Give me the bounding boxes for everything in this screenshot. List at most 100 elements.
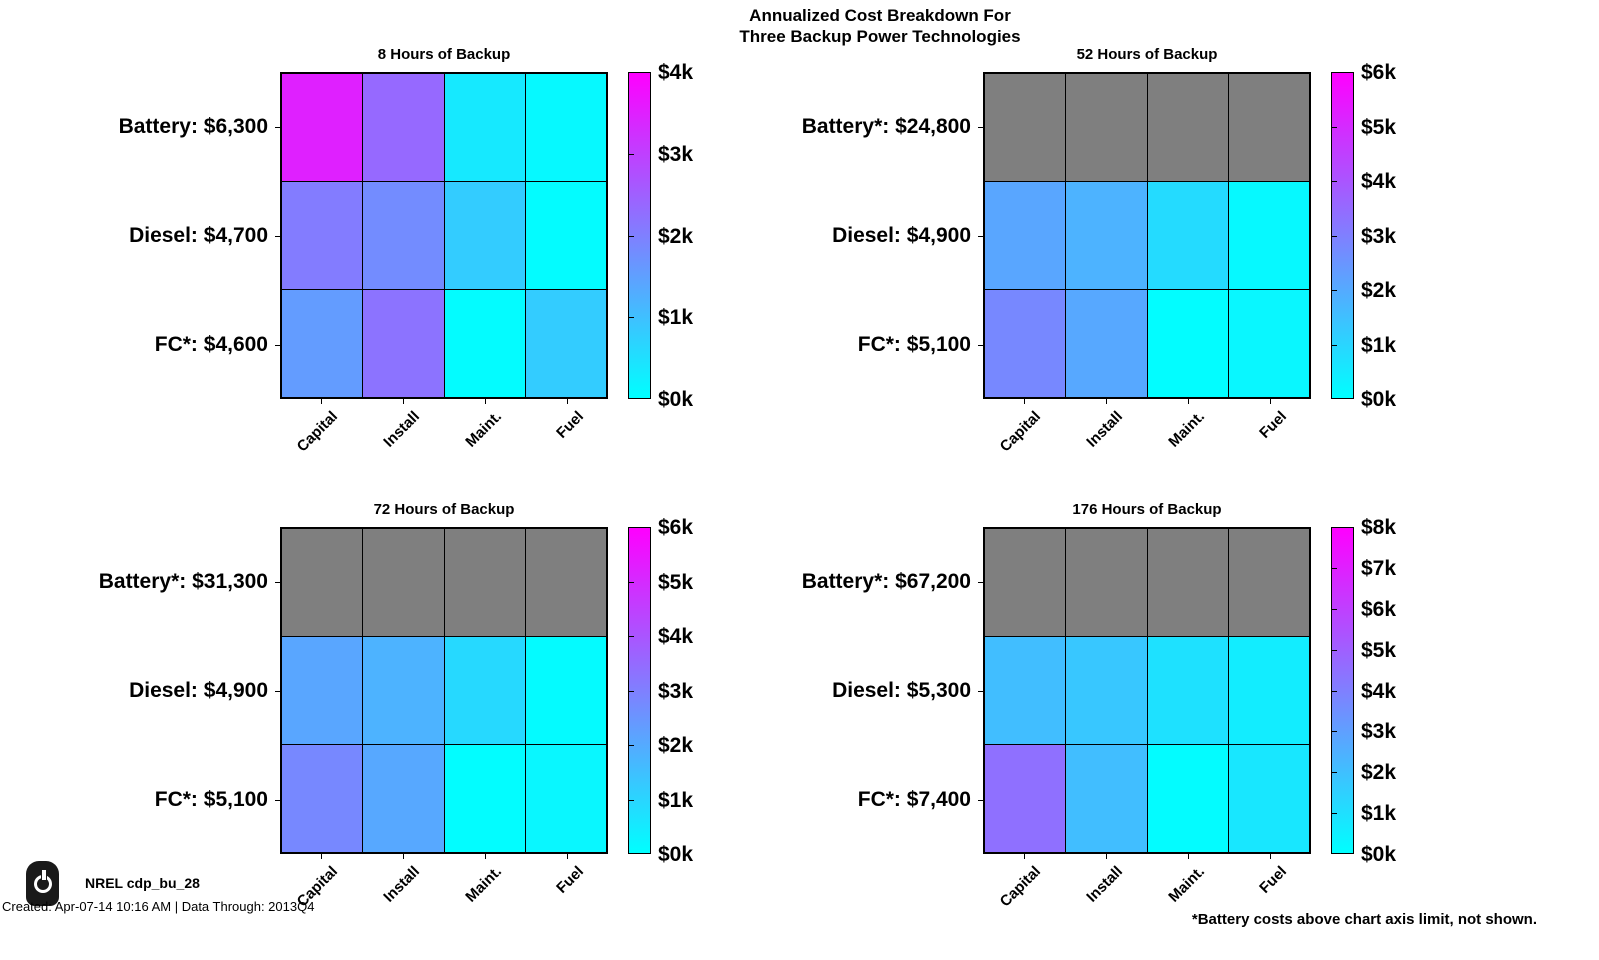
colorbar-tick-label: $3k <box>1361 720 1397 744</box>
y-axis-tick <box>275 235 280 237</box>
x-axis-tick <box>1106 399 1107 404</box>
x-axis-tick <box>485 399 486 404</box>
heatmap-cell <box>1066 74 1147 181</box>
heatmap-cell <box>1147 74 1228 181</box>
y-axis-tick <box>275 690 280 692</box>
colorbar-tick <box>1331 649 1337 651</box>
heatmap-cell <box>985 637 1066 744</box>
heatmap-cell <box>363 745 444 852</box>
y-axis-tick <box>275 799 280 801</box>
colorbar-tick <box>628 235 634 237</box>
x-axis-tick <box>1188 854 1189 859</box>
colorbar-tick-label: $6k <box>1361 597 1397 621</box>
column-label: Capital <box>996 863 1045 911</box>
colorbar-tick <box>1331 690 1337 692</box>
colorbar-tick-label: $6k <box>658 516 694 539</box>
colorbar-tick <box>1331 126 1337 128</box>
colorbar <box>1331 72 1354 399</box>
colorbar-tick-label: $4k <box>658 625 694 648</box>
column-label: Maint. <box>1165 408 1209 451</box>
colorbar-tick <box>1331 235 1337 237</box>
footer-product-id: NREL cdp_bu_28 <box>85 875 200 891</box>
y-axis-tick <box>978 690 983 692</box>
footer-created-line: Created: Apr-07-14 10:16 AM | Data Throu… <box>2 899 315 914</box>
colorbar-tick <box>1331 772 1337 774</box>
colorbar <box>1331 527 1354 854</box>
figure-title-line2: Three Backup Power Technologies <box>739 27 1021 46</box>
column-label: Install <box>1083 863 1127 906</box>
y-axis-tick <box>275 581 280 583</box>
colorbar-tick <box>1331 181 1337 182</box>
x-axis-tick <box>403 854 404 859</box>
y-axis-tick <box>978 581 983 583</box>
colorbar-tick <box>1331 813 1337 815</box>
colorbar-tick-label: $1k <box>658 306 694 330</box>
heatmap-cell <box>525 74 606 181</box>
colorbar-tick-label: $2k <box>1361 279 1397 302</box>
colorbar-tick-label: $4k <box>1361 170 1397 193</box>
heatmap-cell <box>1228 745 1309 852</box>
row-label: Diesel: $4,900 <box>832 223 971 247</box>
subplot-title: 8 Hours of Backup <box>377 46 511 63</box>
column-label: Install <box>380 863 424 906</box>
colorbar-tick-label: $2k <box>658 734 694 757</box>
colorbar-tick <box>628 581 634 583</box>
heatmap-cell <box>985 182 1066 289</box>
heatmap-cell <box>525 637 606 744</box>
colorbar-tick <box>628 745 634 746</box>
y-axis-tick <box>275 126 280 128</box>
heatmap-cell <box>1147 637 1228 744</box>
x-axis-tick <box>567 854 568 859</box>
colorbar-tick-label: $4k <box>658 61 694 84</box>
column-label: Fuel <box>553 863 588 897</box>
heatmap-cell <box>282 637 363 744</box>
colorbar-tick-label: $0k <box>1361 843 1397 866</box>
column-label: Maint. <box>462 408 506 451</box>
colorbar-tick-label: $5k <box>1361 115 1397 139</box>
column-label: Fuel <box>1256 863 1291 897</box>
heatmap-cell <box>525 745 606 852</box>
colorbar-tick-label: $5k <box>1361 638 1397 662</box>
colorbar <box>628 527 651 854</box>
heatmap-cell <box>1228 182 1309 289</box>
colorbar-tick-label: $2k <box>1361 761 1397 785</box>
heatmap-cell <box>1147 182 1228 289</box>
x-axis-tick <box>1270 854 1271 859</box>
y-axis-tick <box>978 344 983 346</box>
column-label: Capital <box>996 408 1045 456</box>
colorbar-tick-label: $7k <box>1361 556 1397 580</box>
figure-title-line1: Annualized Cost Breakdown For <box>749 6 1011 25</box>
x-axis-tick <box>403 399 404 404</box>
x-axis-tick <box>1188 399 1189 404</box>
x-axis-tick <box>1106 854 1107 859</box>
heatmap-cell <box>282 182 363 289</box>
colorbar-tick-label: $1k <box>1361 333 1397 357</box>
colorbar-tick-label: $4k <box>1361 679 1397 703</box>
y-axis-tick <box>978 126 983 128</box>
colorbar-tick-label: $1k <box>1361 802 1397 826</box>
row-label: Diesel: $5,300 <box>832 678 971 702</box>
x-axis-tick <box>1024 854 1025 859</box>
colorbar-tick <box>1331 731 1337 733</box>
colorbar-tick <box>628 690 634 692</box>
heatmap-grid <box>983 72 1311 399</box>
row-label: FC*: $7,400 <box>857 787 971 811</box>
row-label: Battery*: $31,300 <box>98 569 268 593</box>
row-label: Battery*: $67,200 <box>801 569 971 593</box>
colorbar-tick-label: $6k <box>1361 61 1397 84</box>
x-axis-tick <box>1270 399 1271 404</box>
row-label: FC*: $5,100 <box>857 332 971 356</box>
heatmap-grid <box>983 527 1311 854</box>
heatmap-cell <box>525 182 606 289</box>
colorbar-tick <box>628 317 634 319</box>
heatmap-cell <box>1066 745 1147 852</box>
x-axis-tick <box>1024 399 1025 404</box>
colorbar-tick <box>628 636 634 637</box>
column-label: Fuel <box>553 408 588 442</box>
heatmap-cell <box>985 74 1066 181</box>
heatmap-grid <box>280 72 608 399</box>
colorbar-tick <box>628 153 634 155</box>
colorbar-tick-label: $0k <box>658 388 694 411</box>
battery-footnote: *Battery costs above chart axis limit, n… <box>1191 911 1537 928</box>
heatmap-cell <box>444 290 525 397</box>
